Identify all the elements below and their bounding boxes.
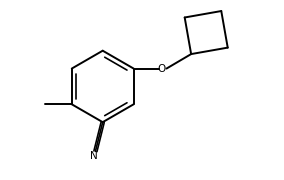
Text: O: O (158, 64, 166, 74)
Text: N: N (90, 151, 98, 161)
